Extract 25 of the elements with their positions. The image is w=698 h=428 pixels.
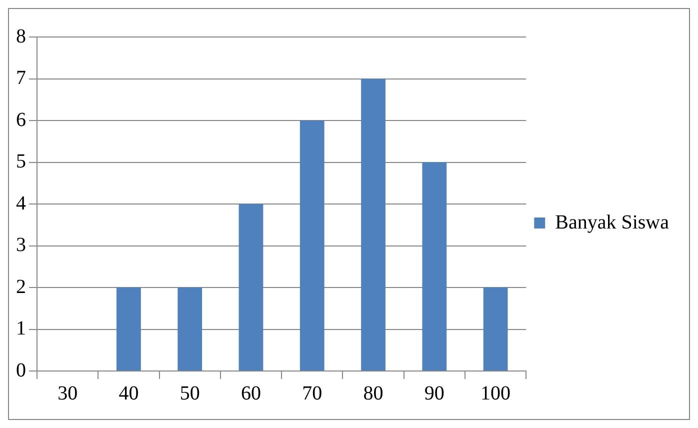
x-tick-label: 80 [363, 382, 384, 404]
bar [116, 288, 141, 370]
x-tick-label: 70 [302, 382, 322, 404]
x-tick-label: 100 [480, 382, 511, 404]
bar [361, 78, 386, 370]
y-tick-label: 3 [16, 234, 26, 256]
bar [422, 162, 447, 370]
x-tick-label: 30 [58, 382, 78, 404]
y-tick-label: 6 [16, 108, 26, 131]
legend-label: Banyak Siswa [555, 211, 670, 234]
y-tick-label: 5 [16, 150, 26, 172]
y-tick-label: 0 [16, 359, 26, 382]
x-tick-label: 50 [180, 382, 200, 404]
y-tick-label: 8 [16, 25, 26, 48]
x-tick-label: 60 [240, 382, 261, 404]
x-tick-label: 90 [424, 382, 444, 404]
bar [238, 204, 264, 370]
bar [483, 288, 508, 370]
y-tick-label: 4 [16, 192, 26, 214]
y-tick-label: 1 [16, 318, 26, 340]
x-tick-label: 40 [118, 382, 139, 404]
y-tick-label: 2 [16, 276, 26, 298]
bar [178, 288, 202, 370]
bar [300, 120, 324, 370]
y-tick-label: 7 [16, 67, 26, 89]
